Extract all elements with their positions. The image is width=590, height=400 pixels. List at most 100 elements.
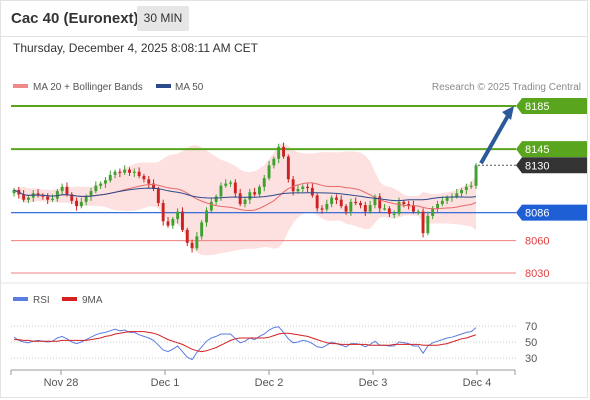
research-credit: Research © 2025 Trading Central — [432, 82, 581, 93]
candle-body — [243, 199, 247, 204]
candle-body — [286, 156, 290, 180]
rsi-gridlines: 70 50 30 — [11, 321, 537, 365]
report-datetime: Thursday, December 4, 2025 8:08:11 AM CE… — [13, 41, 259, 55]
candle-body — [104, 180, 107, 184]
candle-body — [205, 210, 208, 223]
candle-body — [335, 197, 338, 200]
candle-body — [402, 201, 406, 205]
candle-body — [421, 211, 425, 234]
candle-body — [147, 179, 151, 184]
legend-ma50-swatch — [156, 84, 171, 88]
candle-body — [248, 192, 252, 200]
candle-body — [392, 213, 396, 215]
candle-body — [262, 178, 266, 187]
candle-body — [51, 198, 54, 200]
candle-body — [383, 208, 386, 210]
candle-body — [79, 201, 83, 207]
candle-body — [12, 190, 16, 194]
candle-body — [75, 200, 78, 207]
candle-body — [214, 196, 218, 202]
rsi-tick-30: 30 — [525, 353, 537, 365]
candle-body — [387, 208, 391, 214]
rsi-tick-50: 50 — [525, 337, 537, 349]
x-tick-label: Dec 4 — [463, 377, 492, 389]
candle-body — [344, 206, 348, 212]
candle-body — [436, 204, 439, 209]
candle-body — [315, 195, 319, 209]
candle-body — [209, 201, 213, 211]
x-tick-label: Dec 3 — [359, 377, 388, 389]
moving-averages-layer — [13, 106, 514, 212]
candle-body — [330, 197, 334, 205]
candle-body — [171, 219, 175, 226]
candle-body — [272, 158, 276, 166]
candle-body — [108, 175, 112, 181]
level-tag-8145 — [516, 141, 587, 158]
levels-layer — [11, 105, 516, 274]
candle-body — [156, 189, 160, 203]
candle-body — [282, 146, 285, 157]
candle-body — [27, 197, 30, 200]
candle-body — [181, 211, 184, 230]
level-label-8145: 8145 — [525, 144, 549, 156]
legend-rsi-swatch — [13, 297, 28, 301]
candle-body — [166, 221, 170, 226]
candle-body — [46, 196, 50, 200]
candle-body — [224, 183, 228, 186]
rsi-line — [13, 326, 477, 361]
legend-ma50-label: MA 50 — [175, 82, 204, 93]
candle-body — [325, 204, 329, 210]
candle-body — [65, 186, 69, 195]
candle-body — [253, 192, 257, 195]
candle-body — [41, 195, 45, 197]
candle-body — [137, 171, 141, 176]
candle-body — [176, 211, 180, 220]
candle-body — [431, 208, 435, 216]
x-tick-label: Nov 28 — [44, 377, 79, 389]
x-tick-label: Dec 1 — [151, 377, 180, 389]
candle-body — [84, 196, 88, 202]
rsi-9ma-line — [14, 331, 477, 353]
candle-body — [359, 203, 362, 206]
candle-body — [70, 194, 74, 201]
level-label-8086: 8086 — [525, 208, 549, 220]
level-tag-8130 — [516, 157, 587, 174]
candle-body — [397, 201, 401, 214]
candle-body — [412, 205, 415, 212]
candle-body — [455, 193, 459, 197]
candle-body — [185, 229, 189, 243]
candle-body — [142, 176, 146, 180]
candle-body — [296, 189, 300, 192]
candle-body — [349, 201, 353, 212]
candle-body — [132, 171, 136, 173]
rsi-tick-70: 70 — [525, 321, 537, 333]
candle-body — [60, 186, 64, 192]
x-tick-label: Dec 2 — [255, 377, 284, 389]
candle-body — [306, 186, 309, 188]
legend-9ma-label: 9MA — [82, 295, 103, 306]
candle-body — [310, 187, 314, 196]
candle-body — [123, 169, 127, 173]
forecast-arrow-head — [502, 106, 514, 120]
candle-body — [238, 193, 242, 205]
candle-body — [89, 191, 93, 197]
legend-9ma-swatch — [62, 297, 77, 301]
level-tag-8086 — [516, 204, 587, 221]
legend-rsi-label: RSI — [33, 295, 50, 306]
candle-body — [378, 196, 382, 209]
candle-body — [416, 211, 420, 213]
level-label-8130: 8130 — [525, 160, 549, 172]
forecast-arrow-shaft — [479, 113, 511, 165]
candle-body — [407, 204, 411, 206]
instrument-title: Cac 40 (Euronext) — [11, 10, 139, 27]
candle-body — [469, 185, 473, 187]
candle-body — [301, 186, 305, 189]
candle-body — [474, 165, 478, 186]
candle-body — [161, 203, 165, 222]
candle-body — [354, 201, 358, 204]
timeframe-badge[interactable]: 30 MIN — [137, 6, 189, 31]
candle-body — [426, 215, 430, 234]
level-label-8030: 8030 — [525, 268, 549, 280]
x-axis-ticks: Nov 28 Dec 1 Dec 2 Dec 3 Dec 4 — [10, 370, 516, 389]
candle-body — [219, 185, 223, 197]
